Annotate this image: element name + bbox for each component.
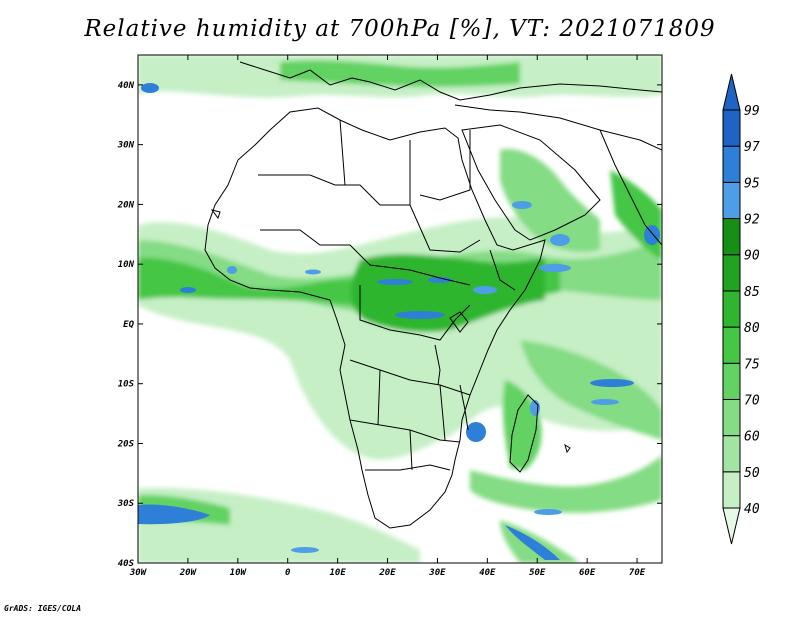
x-tick-label: 50E xyxy=(529,568,546,578)
colorbar-label: 60 xyxy=(744,430,760,445)
map-title: Relative humidity at 700hPa [%], VT: 202… xyxy=(84,16,716,42)
x-tick-label: 30E xyxy=(428,568,446,578)
x-tick-label: 10W xyxy=(230,568,248,578)
coastlines xyxy=(204,61,662,529)
colorbar-swatch xyxy=(722,290,741,328)
map-axes: 30W 20W 10W 0 10E 20E 30E 40E 50E 60E 70E 40N 30N 20N… xyxy=(117,55,662,578)
map-frame xyxy=(137,54,663,564)
x-tick-label: 30W xyxy=(129,568,148,578)
colorbar-swatch xyxy=(722,181,741,220)
x-tick-label: 70E xyxy=(629,568,646,578)
footer-credit: GrADS: IGES/COLA xyxy=(4,604,82,613)
colorbar-swatch xyxy=(722,362,741,400)
colorbar-label: 97 xyxy=(744,140,760,155)
x-tick-label: 20W xyxy=(179,568,198,578)
y-tick-label: 20N xyxy=(117,200,135,210)
x-tick-label: 20E xyxy=(378,568,396,578)
y-tick-label: 10N xyxy=(118,260,135,270)
y-tick-label: 30S xyxy=(117,499,135,509)
colorbar-label: 95 xyxy=(744,176,760,191)
colorbar-label: 85 xyxy=(744,285,760,300)
x-tick-label: 40E xyxy=(479,568,496,578)
colorbar-swatch xyxy=(722,145,741,183)
colorbar-swatch xyxy=(722,435,741,473)
colorbar-label: 40 xyxy=(744,502,760,517)
colorbar-label: 80 xyxy=(744,321,760,336)
colorbar-swatch xyxy=(722,254,741,292)
y-tick-label: 40N xyxy=(118,81,135,91)
colorbar-swatch xyxy=(722,326,741,364)
x-tick-label: 0 xyxy=(285,568,291,578)
x-tick-label: 60E xyxy=(579,568,596,578)
colorbar-label: 70 xyxy=(744,393,760,408)
colorbar-label: 99 xyxy=(744,104,760,119)
colorbar-swatch xyxy=(722,471,741,509)
colorbar-label: 75 xyxy=(744,357,760,372)
x-tick-label: 10E xyxy=(329,568,346,578)
colorbar-swatch xyxy=(722,398,741,437)
colorbar-swatch xyxy=(722,218,741,256)
colorbar-swatch xyxy=(722,109,741,147)
colorbar-label: 90 xyxy=(744,249,760,264)
colorbar-max-triangle xyxy=(722,73,741,111)
humidity-field xyxy=(138,55,662,563)
y-tick-label: 20S xyxy=(117,439,135,449)
y-tick-label: EQ xyxy=(123,320,134,330)
y-tick-label: 30N xyxy=(117,141,135,151)
colorbar-min-triangle xyxy=(722,507,741,545)
y-tick-label: 40S xyxy=(118,559,135,569)
y-tick-label: 10S xyxy=(118,380,135,390)
colorbar-label: 92 xyxy=(744,213,760,228)
colorbar-label: 50 xyxy=(744,466,760,481)
